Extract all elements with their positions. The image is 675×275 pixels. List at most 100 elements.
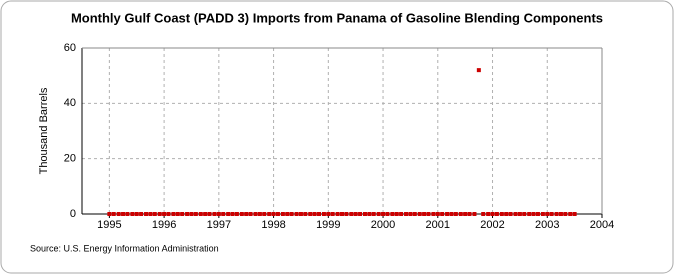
marker	[353, 212, 358, 216]
marker	[234, 212, 239, 216]
marker	[335, 212, 340, 216]
marker	[230, 212, 235, 216]
marker	[349, 212, 354, 216]
marker	[549, 212, 554, 216]
marker	[458, 212, 463, 216]
x-tick-label: 1999	[316, 219, 340, 231]
marker	[144, 212, 149, 216]
marker	[312, 212, 317, 216]
x-tick-label: 2001	[426, 219, 450, 231]
marker	[467, 212, 472, 216]
marker	[262, 212, 267, 216]
marker	[162, 212, 167, 216]
x-tick-label: 1996	[152, 219, 176, 231]
marker	[257, 212, 262, 216]
x-tick-label: 2004	[590, 219, 614, 231]
marker	[280, 212, 285, 216]
x-tick-label: 1998	[261, 219, 285, 231]
marker	[226, 212, 231, 216]
marker	[563, 212, 568, 216]
source-note: Source: U.S. Energy Information Administ…	[30, 243, 219, 253]
y-tick-label: 60	[64, 42, 76, 54]
marker	[531, 212, 536, 216]
y-tick-label: 40	[64, 97, 76, 109]
marker	[275, 212, 280, 216]
marker	[185, 212, 190, 216]
marker	[326, 212, 331, 216]
marker	[152, 212, 157, 216]
marker	[198, 212, 203, 216]
marker	[431, 212, 436, 216]
marker	[404, 212, 409, 216]
marker	[385, 212, 390, 216]
y-axis-label: Thousand Barrels	[38, 87, 50, 174]
marker	[408, 212, 413, 216]
marker	[481, 212, 486, 216]
marker	[517, 212, 522, 216]
marker	[239, 212, 244, 216]
marker	[248, 212, 253, 216]
marker	[130, 212, 135, 216]
marker	[303, 212, 308, 216]
marker	[554, 212, 559, 216]
marker	[216, 212, 221, 216]
marker	[476, 68, 481, 73]
marker	[367, 212, 372, 216]
marker	[244, 212, 249, 216]
marker	[463, 212, 468, 216]
y-tick-label: 0	[70, 208, 76, 220]
marker	[486, 212, 491, 216]
chart-title: Monthly Gulf Coast (PADD 3) Imports from…	[71, 10, 603, 25]
marker	[508, 212, 513, 216]
marker	[321, 212, 326, 216]
marker	[381, 212, 386, 216]
marker	[535, 212, 540, 216]
marker	[171, 212, 176, 216]
marker	[513, 212, 518, 216]
marker	[298, 212, 303, 216]
marker	[221, 212, 226, 216]
marker	[376, 212, 381, 216]
marker	[203, 212, 208, 216]
marker	[212, 212, 217, 216]
marker	[134, 212, 139, 216]
marker	[125, 212, 130, 216]
marker	[362, 212, 367, 216]
marker	[390, 212, 395, 216]
marker	[107, 212, 112, 216]
x-tick-label: 2002	[480, 219, 504, 231]
marker	[157, 212, 162, 216]
marker	[412, 212, 417, 216]
marker	[289, 212, 294, 216]
marker	[545, 212, 550, 216]
plot-area	[82, 48, 602, 214]
marker	[189, 212, 194, 216]
marker	[426, 212, 431, 216]
x-tick-label: 1995	[97, 219, 121, 231]
marker	[572, 212, 577, 216]
marker	[317, 212, 322, 216]
marker	[175, 212, 180, 216]
marker	[139, 212, 144, 216]
marker	[358, 212, 363, 216]
marker	[193, 212, 198, 216]
marker	[449, 212, 454, 216]
marker	[308, 212, 313, 216]
marker	[166, 212, 171, 216]
marker	[527, 212, 532, 216]
marker	[344, 212, 349, 216]
marker	[472, 212, 477, 216]
marker	[271, 212, 276, 216]
marker	[504, 212, 509, 216]
marker	[180, 212, 185, 216]
x-tick-label: 1997	[207, 219, 231, 231]
marker	[121, 212, 126, 216]
marker	[558, 212, 563, 216]
marker	[267, 212, 272, 216]
marker	[294, 212, 299, 216]
marker	[422, 212, 427, 216]
y-tick-label: 20	[64, 153, 76, 165]
marker	[285, 212, 290, 216]
marker	[207, 212, 212, 216]
